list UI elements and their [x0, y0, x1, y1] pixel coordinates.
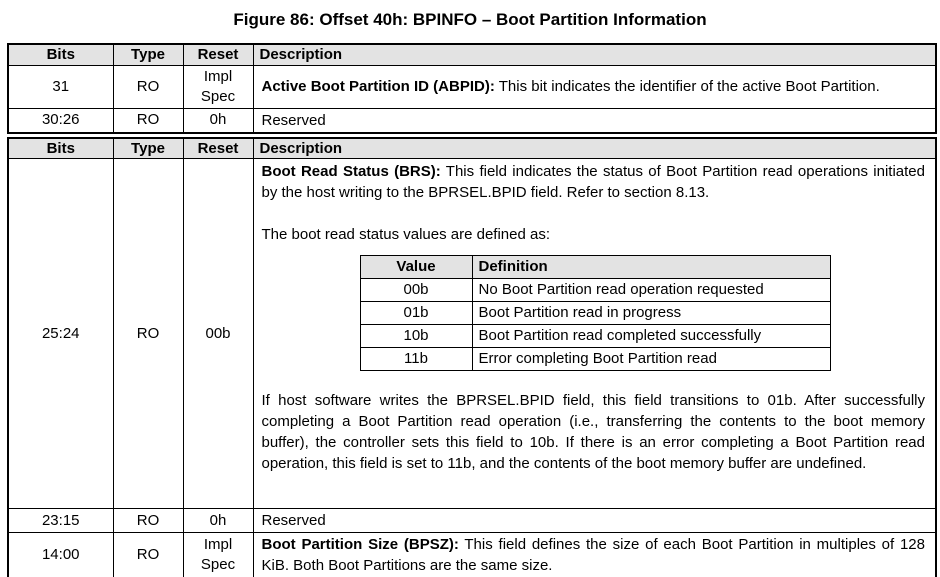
reset-cell: 0h — [182, 508, 254, 533]
column-header-type: Type — [112, 43, 184, 66]
type-cell: RO — [112, 158, 184, 509]
bits-cell: 23:15 — [7, 508, 114, 533]
value-cell: 01b — [359, 301, 473, 325]
value-table-row: 01b Boot Partition read in progress — [359, 301, 831, 325]
table-header-row: Bits Type Reset Description — [7, 137, 937, 159]
reset-cell: 00b — [182, 158, 254, 509]
column-header-bits: Bits — [7, 137, 114, 159]
field-description-text: This bit indicates the identifier of the… — [494, 78, 880, 95]
bits-cell: 30:26 — [7, 107, 114, 133]
brs-values-intro: The boot read status values are defined … — [261, 226, 551, 243]
brs-definition-paragraph: Boot Read Status (BRS): This field indic… — [262, 161, 926, 203]
definition-cell: Error completing Boot Partition read — [471, 347, 831, 371]
field-name-abpid: Active Boot Partition ID (ABPID): — [261, 78, 495, 95]
type-cell: RO — [112, 107, 184, 133]
bits-cell: 31 — [7, 64, 114, 109]
table-row-abpid: 31 RO Impl Spec Active Boot Partition ID… — [7, 64, 937, 109]
column-header-description: Description — [252, 137, 937, 159]
value-table-header-row: Value Definition — [359, 255, 831, 279]
bits-cell: 25:24 — [7, 158, 114, 509]
column-header-type: Type — [112, 137, 184, 159]
field-name-bpsz: Boot Partition Size (BPSZ): — [261, 536, 459, 553]
description-cell: Boot Partition Size (BPSZ): This field d… — [252, 532, 937, 577]
definition-column-header: Definition — [471, 255, 831, 279]
definition-cell: No Boot Partition read operation request… — [471, 278, 831, 302]
reset-cell: Impl Spec — [182, 64, 254, 109]
description-cell: Active Boot Partition ID (ABPID): This b… — [252, 64, 937, 109]
figure-title: Figure 86: Offset 40h: BPINFO – Boot Par… — [233, 10, 707, 29]
column-header-reset: Reset — [182, 43, 254, 66]
table-header-row: Bits Type Reset Description — [7, 43, 937, 66]
description-cell: Reserved — [252, 508, 937, 533]
register-table-part2: Bits Type Reset Description 25:24 RO 00b… — [7, 136, 937, 577]
column-header-description: Description — [252, 43, 937, 66]
type-cell: RO — [112, 532, 184, 577]
column-header-bits: Bits — [7, 43, 114, 66]
type-cell: RO — [112, 64, 184, 109]
register-table-part1: Bits Type Reset Description 31 RO Impl S… — [7, 43, 937, 134]
reset-cell: 0h — [182, 107, 254, 133]
brs-closing-paragraph: If host software writes the BPRSEL.BPID … — [261, 392, 926, 472]
definition-cell: Boot Partition read completed successful… — [471, 324, 831, 348]
value-cell: 11b — [359, 347, 473, 371]
table-row-reserved-23-15: 23:15 RO 0h Reserved — [7, 508, 937, 533]
value-table-row: 10b Boot Partition read completed succes… — [359, 324, 831, 348]
field-description-text: This field indicates the status of Boot … — [261, 163, 926, 201]
field-name-brs: Boot Read Status (BRS): — [261, 163, 441, 180]
value-cell: 00b — [359, 278, 473, 302]
value-table-row: 00b No Boot Partition read operation req… — [359, 278, 831, 302]
description-cell: Boot Read Status (BRS): This field indic… — [252, 158, 937, 509]
reset-cell: Impl Spec — [182, 532, 254, 577]
bits-cell: 14:00 — [7, 532, 114, 577]
value-table-row: 11b Error completing Boot Partition read — [359, 347, 831, 371]
table-row-bpsz: 14:00 RO Impl Spec Boot Partition Size (… — [7, 532, 937, 577]
table-row-reserved-30-26: 30:26 RO 0h Reserved — [7, 107, 937, 133]
column-header-reset: Reset — [182, 137, 254, 159]
value-column-header: Value — [359, 255, 473, 279]
type-cell: RO — [112, 508, 184, 533]
description-cell: Reserved — [252, 107, 937, 133]
table-row-brs: 25:24 RO 00b Boot Read Status (BRS): Thi… — [7, 158, 937, 509]
field-description-text: This field defines the size of each Boot… — [261, 536, 926, 574]
value-cell: 10b — [359, 324, 473, 348]
definition-cell: Boot Partition read in progress — [471, 301, 831, 325]
brs-value-table: Value Definition 00b No Boot Partition r… — [359, 255, 831, 371]
